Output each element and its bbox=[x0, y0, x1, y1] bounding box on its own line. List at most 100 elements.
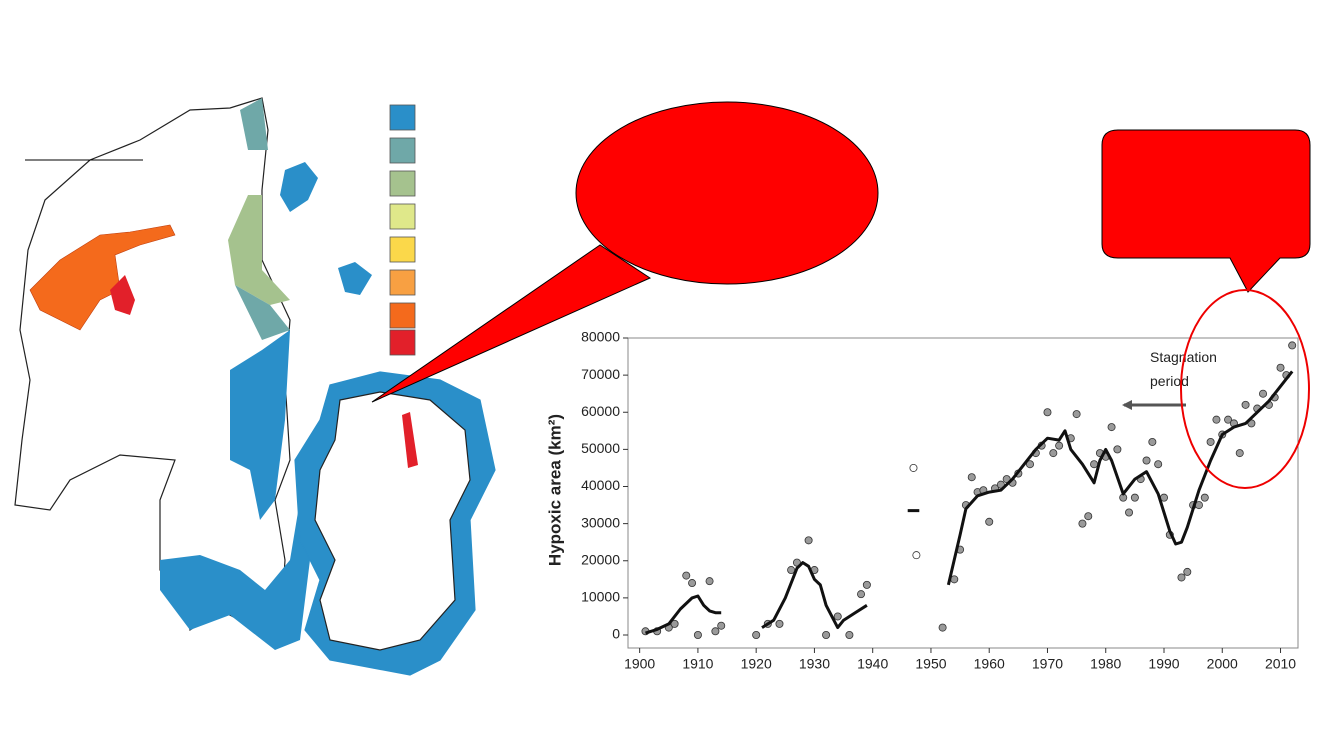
data-point bbox=[845, 631, 854, 640]
legend-swatch bbox=[389, 329, 416, 356]
data-point bbox=[787, 566, 796, 575]
legend-swatch bbox=[389, 104, 416, 131]
data-point bbox=[693, 631, 702, 640]
data-point bbox=[1084, 512, 1093, 521]
x-tick-label: 2000 bbox=[1207, 656, 1238, 672]
data-point bbox=[752, 631, 761, 640]
island bbox=[338, 262, 372, 295]
sea-area bbox=[240, 98, 268, 150]
plot-frame bbox=[627, 337, 1299, 649]
sea-area bbox=[228, 195, 290, 305]
callout bbox=[575, 101, 879, 285]
x-tick-label: 1970 bbox=[1032, 656, 1063, 672]
x-tick-label: 1930 bbox=[799, 656, 830, 672]
fjord bbox=[29, 224, 176, 331]
plot: 0 10000 20000 30000 40000 50000 60000 70000 8000… bbox=[581, 329, 1296, 672]
x-tick-label: 1990 bbox=[1148, 656, 1179, 672]
y-axis-label: Hypoxic area (km²) bbox=[545, 414, 564, 566]
data-point bbox=[804, 536, 813, 545]
legend-swatch bbox=[389, 203, 416, 230]
highlight-circle bbox=[1180, 289, 1310, 489]
data-point bbox=[1090, 460, 1099, 469]
data-point bbox=[862, 580, 871, 589]
data-point bbox=[1107, 423, 1116, 432]
data-point bbox=[670, 619, 679, 628]
y-tick-label: 0 bbox=[612, 626, 620, 642]
data-point bbox=[1026, 460, 1035, 469]
sea-area bbox=[230, 330, 290, 520]
data-point bbox=[1200, 493, 1209, 502]
fjord bbox=[402, 412, 418, 468]
data-point bbox=[1142, 456, 1151, 465]
y-tick-label: 10000 bbox=[581, 589, 620, 605]
y-tick-label: 20000 bbox=[581, 551, 620, 567]
data-point bbox=[1148, 437, 1157, 446]
data-point bbox=[1078, 519, 1087, 528]
data-point bbox=[1288, 341, 1297, 350]
data-point bbox=[1072, 410, 1081, 419]
annotation-arrowhead bbox=[1122, 400, 1132, 410]
y-tick-label: 30000 bbox=[581, 514, 620, 530]
data-point bbox=[1113, 445, 1122, 454]
x-tick-label: 1980 bbox=[1090, 656, 1121, 672]
data-point bbox=[1154, 460, 1163, 469]
data-point bbox=[705, 577, 714, 586]
data-point bbox=[1235, 449, 1244, 458]
y-tick-label: 50000 bbox=[581, 440, 620, 456]
data-point bbox=[1043, 408, 1052, 417]
y-tick-label: 60000 bbox=[581, 403, 620, 419]
legend-swatch bbox=[389, 137, 416, 164]
legend-swatch bbox=[389, 269, 416, 296]
callout-pointer bbox=[371, 244, 652, 403]
legend-swatch bbox=[389, 302, 416, 329]
data-point bbox=[833, 612, 842, 621]
x-tick-label: 1920 bbox=[741, 656, 772, 672]
data-point bbox=[1055, 441, 1064, 450]
data-point bbox=[1130, 493, 1139, 502]
y-tick-label: 70000 bbox=[581, 366, 620, 382]
data-point bbox=[688, 579, 697, 588]
data-point bbox=[1183, 567, 1192, 576]
data-point bbox=[682, 571, 691, 580]
sea-area bbox=[160, 500, 310, 650]
data-point bbox=[912, 551, 921, 560]
data-point bbox=[938, 623, 947, 632]
data-point bbox=[985, 517, 994, 526]
y-tick-label: 80000 bbox=[581, 329, 620, 345]
x-tick-label: 1900 bbox=[624, 656, 655, 672]
x-tick-label: 1910 bbox=[682, 656, 713, 672]
x-tick-label: 1940 bbox=[857, 656, 888, 672]
x-tick-label: 1960 bbox=[974, 656, 1005, 672]
x-tick-label: 2010 bbox=[1265, 656, 1296, 672]
data-point bbox=[822, 631, 831, 640]
data-point bbox=[1212, 415, 1221, 424]
data-point bbox=[909, 463, 918, 472]
data-point bbox=[967, 473, 976, 482]
data-point bbox=[857, 590, 866, 599]
data-point bbox=[1049, 449, 1058, 458]
data-point bbox=[775, 619, 784, 628]
data-point bbox=[711, 627, 720, 636]
sea-area bbox=[235, 285, 290, 340]
data-point bbox=[1259, 389, 1268, 398]
x-tick-label: 1950 bbox=[915, 656, 946, 672]
callout bbox=[1101, 129, 1311, 293]
data-point bbox=[1276, 363, 1285, 372]
zealand-land bbox=[314, 391, 471, 651]
y-tick-label: 40000 bbox=[581, 477, 620, 493]
fjord bbox=[110, 275, 135, 315]
data-point bbox=[1177, 573, 1186, 582]
legend-swatch bbox=[389, 236, 416, 263]
trend-line bbox=[645, 370, 1294, 635]
data-point bbox=[717, 621, 726, 630]
legend-swatch bbox=[389, 170, 416, 197]
data-point bbox=[1224, 415, 1233, 424]
data-point bbox=[1241, 400, 1250, 409]
data-point bbox=[1206, 437, 1215, 446]
data-point bbox=[1125, 508, 1134, 517]
island bbox=[280, 162, 318, 212]
map bbox=[14, 97, 496, 676]
map-legend bbox=[389, 104, 416, 356]
